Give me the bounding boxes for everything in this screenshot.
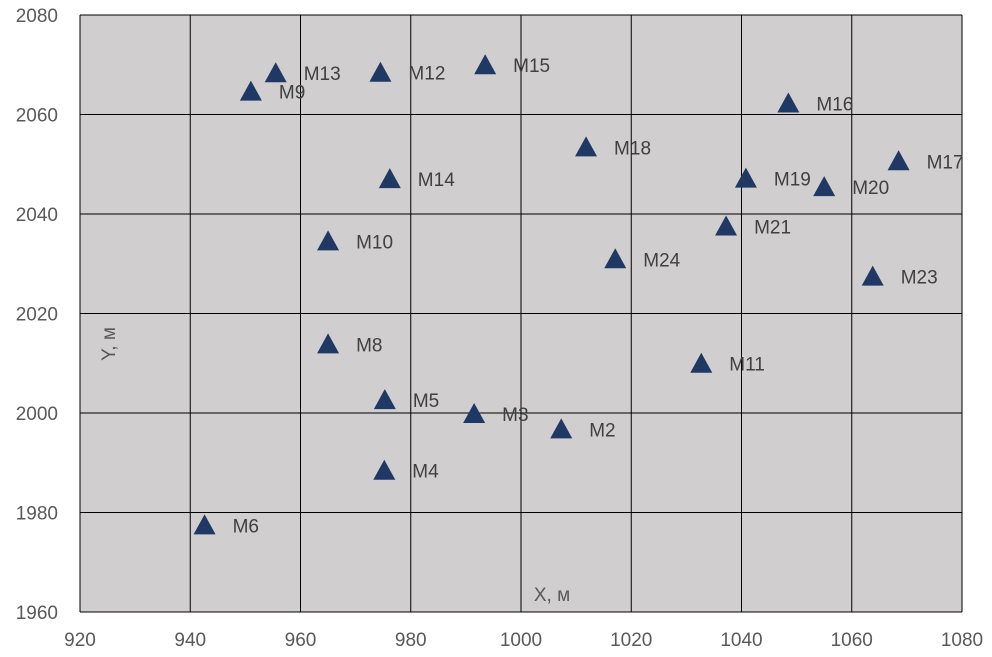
triangle-marker	[813, 176, 836, 197]
point-label: M10	[356, 232, 393, 253]
data-point: M9	[239, 80, 305, 104]
triangle-marker	[604, 248, 627, 269]
grid-lines	[79, 14, 963, 613]
data-point: M3	[463, 402, 529, 426]
x-tick-label: 980	[395, 630, 427, 651]
triangle-marker	[317, 230, 340, 251]
point-label: M2	[589, 420, 615, 441]
triangle-marker	[861, 265, 884, 286]
data-point: M5	[373, 389, 439, 412]
point-label: M13	[304, 64, 341, 85]
data-point: M19	[734, 167, 811, 191]
triangle-marker	[239, 80, 262, 101]
y-axis-title: Y, м	[99, 327, 120, 361]
data-point: M6	[193, 514, 259, 537]
data-point: M16	[777, 92, 853, 116]
y-tick-label: 2040	[16, 205, 58, 226]
point-label: M6	[233, 516, 259, 537]
x-tick-label: 920	[64, 630, 96, 651]
point-label: M19	[774, 170, 811, 191]
point-label: M4	[412, 462, 439, 483]
triangle-marker	[264, 62, 287, 83]
data-point: M4	[373, 459, 439, 483]
x-tick-label: 1040	[720, 630, 762, 651]
data-point: M24	[604, 248, 681, 271]
x-tick-label: 1060	[831, 630, 873, 651]
y-tick-label: 1960	[16, 603, 58, 624]
point-label: M3	[502, 405, 528, 426]
data-point: M23	[861, 265, 938, 289]
triangle-marker	[887, 150, 910, 171]
data-point: M21	[715, 215, 791, 238]
data-point: M17	[887, 150, 964, 173]
point-label: M24	[643, 250, 680, 271]
triangle-marker	[463, 402, 486, 423]
triangle-marker	[193, 514, 216, 535]
data-point: M18	[575, 136, 651, 159]
data-point: M10	[317, 230, 393, 253]
data-point: M13	[264, 62, 341, 85]
point-label: M20	[852, 178, 889, 199]
triangle-marker	[690, 352, 713, 373]
x-tick-label: 1080	[941, 630, 983, 651]
data-point: M14	[378, 168, 455, 191]
point-label: M8	[356, 335, 382, 356]
point-label: M14	[418, 170, 455, 191]
y-tick-label: 1980	[16, 504, 58, 525]
x-tick-label: 1020	[610, 630, 652, 651]
triangle-marker	[373, 389, 396, 410]
data-point: M20	[813, 176, 889, 199]
x-axis-tick-labels: 920 940 960 980 1000 1020 1040 1060 1080	[64, 630, 983, 651]
point-label: M16	[816, 95, 853, 116]
triangle-marker	[550, 418, 573, 439]
data-point: M15	[474, 54, 550, 77]
point-label: M15	[513, 56, 550, 77]
triangle-marker	[734, 167, 757, 188]
y-tick-label: 2060	[16, 106, 58, 127]
x-tick-label: 1000	[500, 630, 542, 651]
triangle-marker	[777, 92, 800, 113]
triangle-marker	[715, 215, 738, 236]
point-label: M17	[927, 152, 964, 173]
triangle-marker	[575, 136, 598, 157]
point-label: M18	[614, 138, 651, 159]
data-point: M11	[690, 352, 765, 376]
point-label: M11	[729, 355, 765, 376]
point-label: M9	[279, 83, 305, 104]
x-tick-label: 940	[174, 630, 206, 651]
triangle-marker	[317, 333, 340, 354]
triangle-marker	[373, 459, 396, 480]
y-tick-label: 2000	[16, 404, 58, 425]
point-label: M12	[408, 64, 445, 85]
data-point: M2	[550, 418, 616, 441]
triangle-marker	[378, 168, 401, 189]
point-label: M5	[413, 391, 439, 412]
data-point: M8	[317, 333, 382, 356]
data-point: M12	[369, 61, 445, 85]
y-tick-label: 2080	[16, 6, 58, 27]
point-label: M21	[754, 217, 791, 238]
point-label: M23	[901, 268, 938, 289]
y-tick-label: 2020	[16, 305, 58, 326]
x-tick-label: 960	[285, 630, 317, 651]
triangle-marker	[474, 54, 497, 75]
x-axis-title: X, м	[534, 585, 570, 606]
triangle-marker	[369, 61, 392, 82]
y-axis-tick-labels: 1960 1980 2000 2020 2040 2060 2080	[16, 6, 58, 624]
